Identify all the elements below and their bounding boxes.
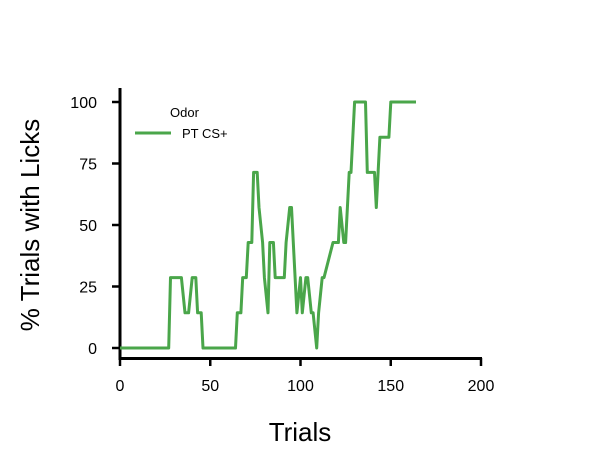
y-ticks: 0 25 50 75 100 [70,95,120,358]
x-axis-title: Trials [269,417,332,447]
series-line [120,100,416,350]
legend-label: PT CS+ [182,126,228,141]
x-tick-label: 50 [201,378,219,395]
y-axis-title: % Trials with Licks [15,119,45,331]
x-ticks: 0 50 100 150 200 [116,358,495,395]
x-tick-label: 0 [116,378,125,395]
y-tick-label: 50 [79,218,97,235]
legend-title: Odor [170,105,200,120]
x-tick-label: 100 [287,378,314,395]
y-tick-label: 25 [79,280,97,297]
series-layer [120,100,416,350]
x-axis: 0 50 100 150 200 Trials [116,357,495,447]
y-tick-label: 100 [70,95,97,112]
x-tick-label: 200 [468,378,495,395]
legend: Odor PT CS+ [135,105,228,141]
y-tick-label: 75 [79,157,97,174]
y-axis: 0 25 50 75 100 % Trials with Licks [15,88,122,360]
y-tick-label: 0 [88,341,97,358]
x-tick-label: 150 [377,378,404,395]
